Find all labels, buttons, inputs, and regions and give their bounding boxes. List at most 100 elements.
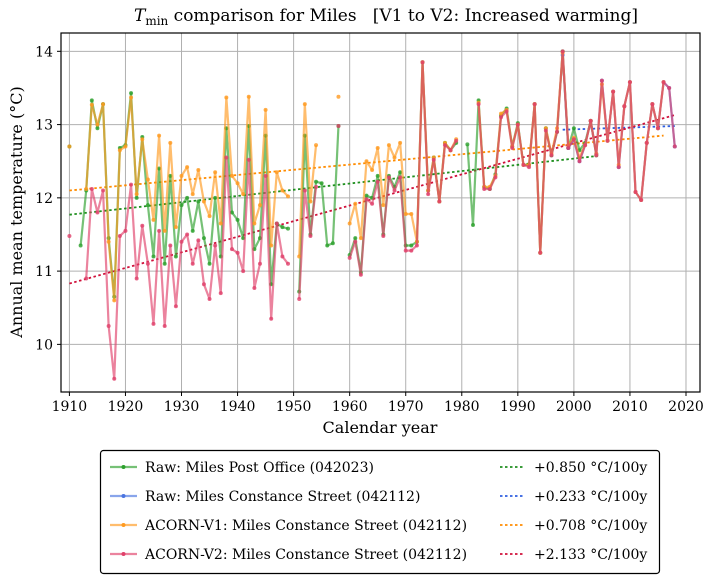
data-point: [644, 140, 649, 145]
data-point: [566, 146, 571, 151]
data-point: [185, 232, 190, 237]
data-point: [286, 194, 291, 199]
data-point: [134, 276, 139, 281]
data-point: [633, 189, 638, 194]
data-point: [571, 126, 576, 131]
data-point: [409, 243, 414, 248]
legend-trend-label: +0.233 °C/100y: [534, 489, 647, 505]
data-point: [392, 188, 397, 193]
data-point: [89, 187, 94, 192]
data-point: [420, 60, 425, 65]
data-point: [201, 199, 206, 204]
data-point: [207, 261, 212, 266]
data-point: [123, 228, 128, 233]
series-line: [477, 51, 665, 254]
series-line: [477, 50, 676, 254]
data-point: [364, 159, 369, 164]
data-point: [179, 173, 184, 178]
data-point: [145, 203, 150, 208]
data-point: [616, 165, 621, 170]
data-point: [89, 102, 94, 107]
legend-trend-label: +0.708 °C/100y: [534, 518, 647, 534]
x-axis-label: Calendar year: [323, 418, 438, 437]
data-point: [297, 254, 302, 259]
legend-label: ACORN-V2: Miles Constance Street (042112…: [144, 547, 467, 563]
data-point: [280, 188, 285, 193]
x-tick-label: 1960: [332, 399, 368, 415]
data-point: [162, 324, 167, 329]
trend-line: [69, 134, 664, 192]
x-ticks: 1910 1920 1930 1940 1950 1960 1970 1980 1990 2000…: [52, 392, 704, 415]
data-point: [235, 181, 240, 186]
data-point: [134, 195, 139, 200]
data-point: [515, 122, 520, 127]
x-tick-label: 2020: [668, 399, 704, 415]
data-point: [527, 165, 532, 170]
data-point: [398, 170, 403, 175]
data-point: [381, 203, 386, 208]
y-tick-label: 12: [35, 191, 53, 207]
data-point: [364, 193, 369, 198]
data-point: [173, 254, 178, 259]
data-point: [168, 140, 173, 145]
x-tick-label: 1950: [276, 399, 312, 415]
data-point: [386, 143, 391, 148]
data-point: [246, 94, 251, 99]
data-point: [213, 170, 218, 175]
data-point: [358, 236, 363, 241]
data-point: [280, 225, 285, 230]
x-tick-label: 1930: [164, 399, 200, 415]
data-point: [605, 138, 610, 143]
x-tick-label: 1940: [220, 399, 256, 415]
x-tick-label: 1970: [388, 399, 424, 415]
data-point: [140, 223, 145, 228]
x-tick-label: 2010: [612, 399, 648, 415]
data-point: [213, 243, 218, 248]
data-point: [487, 187, 492, 192]
data-point: [398, 140, 403, 145]
trend-line: [562, 125, 675, 131]
data-point: [95, 210, 100, 215]
data-point: [263, 107, 268, 112]
data-point: [325, 243, 330, 248]
data-point: [101, 102, 106, 107]
data-point: [431, 157, 436, 162]
legend-trend-label: +2.133 °C/100y: [534, 547, 647, 563]
data-point: [319, 181, 324, 186]
data-point: [504, 109, 509, 114]
data-point: [482, 187, 487, 192]
data-point: [353, 201, 358, 206]
data-point: [543, 128, 548, 133]
data-point: [398, 175, 403, 180]
data-point: [330, 241, 335, 246]
data-point: [246, 157, 251, 162]
x-tick-label: 1990: [500, 399, 536, 415]
data-point: [252, 285, 257, 290]
data-point: [370, 201, 375, 206]
data-point: [442, 143, 447, 148]
data-point: [229, 173, 234, 178]
data-point: [403, 248, 408, 253]
data-point: [218, 291, 223, 296]
data-point: [403, 211, 408, 216]
data-point: [302, 102, 307, 107]
data-point: [151, 321, 156, 326]
data-point: [302, 188, 307, 193]
data-point: [286, 261, 291, 266]
data-point: [235, 217, 240, 222]
x-tick-label: 2000: [556, 399, 592, 415]
data-point: [123, 144, 128, 149]
data-point: [358, 272, 363, 277]
data-point: [263, 173, 268, 178]
data-point: [375, 146, 380, 151]
data-point: [627, 80, 632, 85]
data-point: [375, 179, 380, 184]
data-point: [224, 95, 229, 100]
data-point: [207, 214, 212, 219]
legend-trend-label: +0.850 °C/100y: [534, 460, 647, 476]
data-point: [364, 197, 369, 202]
data-point: [336, 94, 341, 99]
data-point: [611, 89, 616, 94]
data-point: [145, 177, 150, 182]
